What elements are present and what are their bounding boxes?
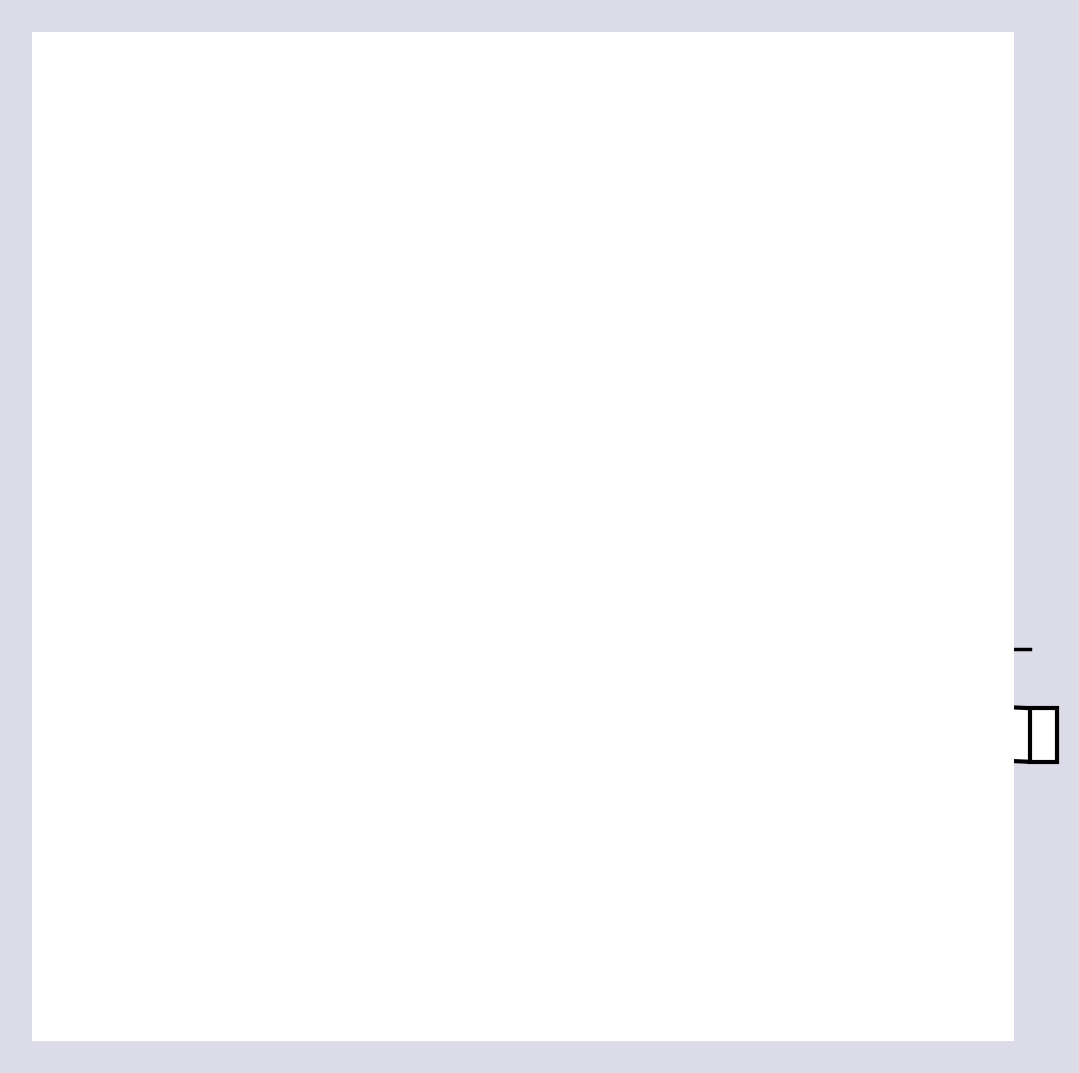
Polygon shape <box>529 743 626 812</box>
Text: away from the center, they: away from the center, they <box>124 280 693 322</box>
Text: the weight of Omar?: the weight of Omar? <box>124 437 550 479</box>
Polygon shape <box>167 671 1030 762</box>
Text: 4m: 4m <box>548 597 606 630</box>
Text: Ela weighing 225 N sits at one: Ela weighing 225 N sits at one <box>124 45 756 87</box>
Text: (disregard the weight of the: (disregard the weight of the <box>124 515 707 557</box>
Text: see-saw): see-saw) <box>124 593 310 635</box>
Text: end of the see-saw 4 m long.: end of the see-saw 4 m long. <box>124 123 729 165</box>
Text: O:?: O:? <box>863 864 934 901</box>
Text: △–1.5m: △–1.5m <box>647 785 773 814</box>
Polygon shape <box>103 671 167 724</box>
Polygon shape <box>1030 708 1057 762</box>
Text: balance each other. What is: balance each other. What is <box>124 358 705 400</box>
Text: If Omar sits opposite her 1.5 m: If Omar sits opposite her 1.5 m <box>124 202 773 244</box>
Text: ·2m –: ·2m – <box>278 785 369 814</box>
Text: E = 225N: E = 225N <box>124 864 324 901</box>
Text: *: * <box>356 593 377 635</box>
